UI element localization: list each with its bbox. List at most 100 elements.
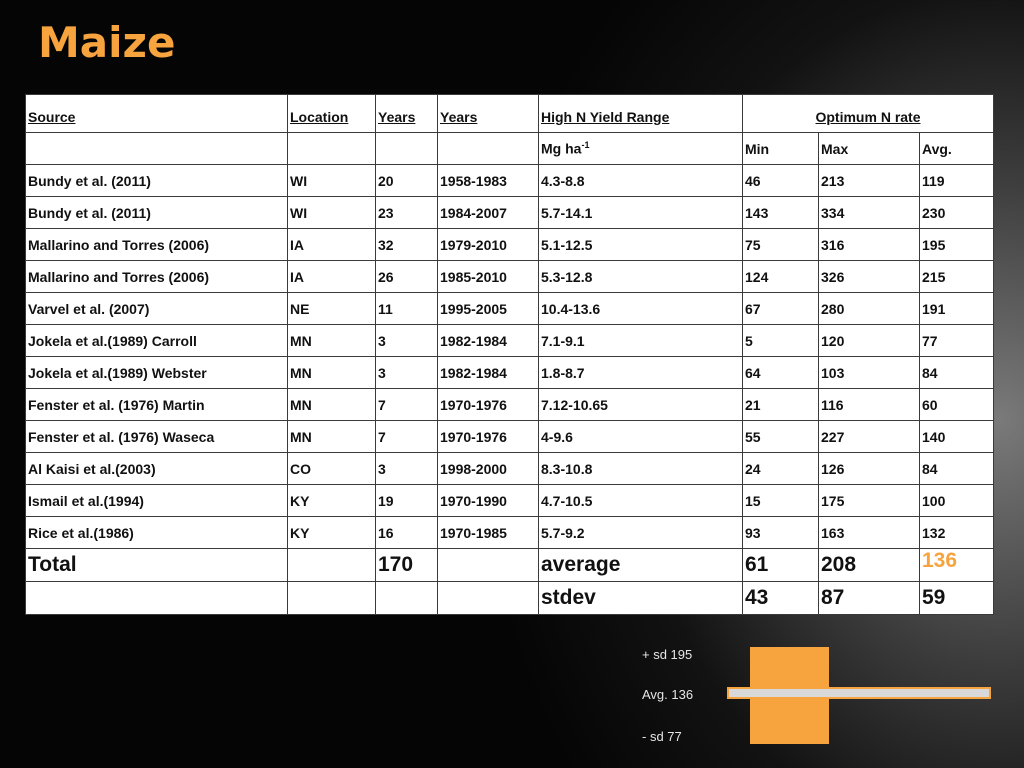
table-row: Fenster et al. (1976) Martin MN 7 1970-1976…: [25, 388, 994, 421]
cell-min: 5: [742, 324, 819, 357]
cell-years-range: 1970-1990: [437, 484, 539, 517]
header-years-range: Years: [437, 94, 539, 133]
header-years-count: Years: [375, 94, 438, 133]
average-label: average: [538, 548, 743, 582]
table-row: Bundy et al. (2011) WI 23 1984-2007 5.7-14.1…: [25, 196, 994, 229]
cell-avg: 77: [919, 324, 994, 357]
cell-location: MN: [287, 388, 376, 421]
cell-source: Fenster et al. (1976) Waseca: [25, 420, 288, 453]
cell-source: Bundy et al. (2011): [25, 164, 288, 197]
empty-cell: [437, 548, 539, 582]
cell-min: 67: [742, 292, 819, 325]
cell-max: 213: [818, 164, 920, 197]
cell-location: NE: [287, 292, 376, 325]
cell-years-range: 1982-1984: [437, 356, 539, 389]
cell-avg: 119: [919, 164, 994, 197]
cell-location: IA: [287, 260, 376, 293]
subheader-empty: [437, 132, 539, 165]
cell-avg: 191: [919, 292, 994, 325]
cell-years-range: 1979-2010: [437, 228, 539, 261]
subheader-empty: [287, 132, 376, 165]
subheader-empty: [25, 132, 288, 165]
cell-years-range: 1970-1976: [437, 420, 539, 453]
cell-years-n: 19: [375, 484, 438, 517]
cell-min: 24: [742, 452, 819, 485]
cell-years-range: 1958-1983: [437, 164, 539, 197]
cell-source: Jokela et al.(1989) Webster: [25, 356, 288, 389]
cell-max: 175: [818, 484, 920, 517]
total-years: 170: [375, 548, 438, 582]
average-min: 61: [742, 548, 819, 582]
table-row: Mallarino and Torres (2006) IA 26 1985-2010…: [25, 260, 994, 293]
cell-yield: 10.4-13.6: [538, 292, 743, 325]
empty-cell: [375, 581, 438, 615]
cell-location: CO: [287, 452, 376, 485]
cell-avg: 132: [919, 516, 994, 549]
cell-max: 280: [818, 292, 920, 325]
subheader-empty: [375, 132, 438, 165]
cell-max: 326: [818, 260, 920, 293]
cell-yield: 4.3-8.8: [538, 164, 743, 197]
cell-yield: 8.3-10.8: [538, 452, 743, 485]
cell-min: 75: [742, 228, 819, 261]
cell-max: 163: [818, 516, 920, 549]
cell-years-n: 23: [375, 196, 438, 229]
cell-avg: 84: [919, 452, 994, 485]
cell-location: MN: [287, 420, 376, 453]
stdev-label: stdev: [538, 581, 743, 615]
cell-source: Rice et al.(1986): [25, 516, 288, 549]
cell-years-n: 3: [375, 452, 438, 485]
cell-min: 46: [742, 164, 819, 197]
empty-cell: [287, 581, 376, 615]
table-row: Al Kaisi et al.(2003) CO 3 1998-2000 8.3-10.…: [25, 452, 994, 485]
cell-avg: 100: [919, 484, 994, 517]
cell-source: Mallarino and Torres (2006): [25, 228, 288, 261]
cell-years-range: 1982-1984: [437, 324, 539, 357]
table-row: Jokela et al.(1989) Carroll MN 3 1982-1984 7…: [25, 324, 994, 357]
average-max: 208: [818, 548, 920, 582]
cell-years-n: 11: [375, 292, 438, 325]
cell-location: KY: [287, 484, 376, 517]
cell-yield: 7.12-10.65: [538, 388, 743, 421]
cell-years-n: 32: [375, 228, 438, 261]
cell-max: 227: [818, 420, 920, 453]
cell-years-range: 1985-2010: [437, 260, 539, 293]
stdev-max: 87: [818, 581, 920, 615]
legend-minus-sd: - sd 77: [642, 729, 682, 744]
cell-years-n: 3: [375, 356, 438, 389]
stdev-avg: 59: [919, 581, 994, 615]
cell-min: 15: [742, 484, 819, 517]
cell-min: 143: [742, 196, 819, 229]
cell-source: Jokela et al.(1989) Carroll: [25, 324, 288, 357]
cell-max: 126: [818, 452, 920, 485]
cell-yield: 1.8-8.7: [538, 356, 743, 389]
cell-years-range: 1970-1985: [437, 516, 539, 549]
cell-avg: 84: [919, 356, 994, 389]
header-source: Source: [25, 94, 288, 133]
cell-location: WI: [287, 164, 376, 197]
cell-avg: 195: [919, 228, 994, 261]
cell-years-range: 1995-2005: [437, 292, 539, 325]
table-row: Rice et al.(1986) KY 16 1970-1985 5.7-9.2 93 1…: [25, 516, 994, 549]
cell-years-n: 7: [375, 388, 438, 421]
cell-max: 120: [818, 324, 920, 357]
cell-yield: 4.7-10.5: [538, 484, 743, 517]
cell-min: 55: [742, 420, 819, 453]
cell-source: Bundy et al. (2011): [25, 196, 288, 229]
subheader-max: Max: [818, 132, 920, 165]
cell-location: KY: [287, 516, 376, 549]
cell-years-n: 26: [375, 260, 438, 293]
table-row: Varvel et al. (2007) NE 11 1995-2005 10.4-13…: [25, 292, 994, 325]
header-location: Location: [287, 94, 376, 133]
cell-min: 124: [742, 260, 819, 293]
cell-avg: 60: [919, 388, 994, 421]
cell-yield: 5.7-9.2: [538, 516, 743, 549]
cell-yield: 5.1-12.5: [538, 228, 743, 261]
stdev-min: 43: [742, 581, 819, 615]
cell-source: Varvel et al. (2007): [25, 292, 288, 325]
cell-source: Ismail et al.(1994): [25, 484, 288, 517]
subheader-unit: Mg ha-1: [538, 132, 743, 165]
header-yield-range: High N Yield Range: [538, 94, 743, 133]
cell-max: 316: [818, 228, 920, 261]
cell-max: 334: [818, 196, 920, 229]
